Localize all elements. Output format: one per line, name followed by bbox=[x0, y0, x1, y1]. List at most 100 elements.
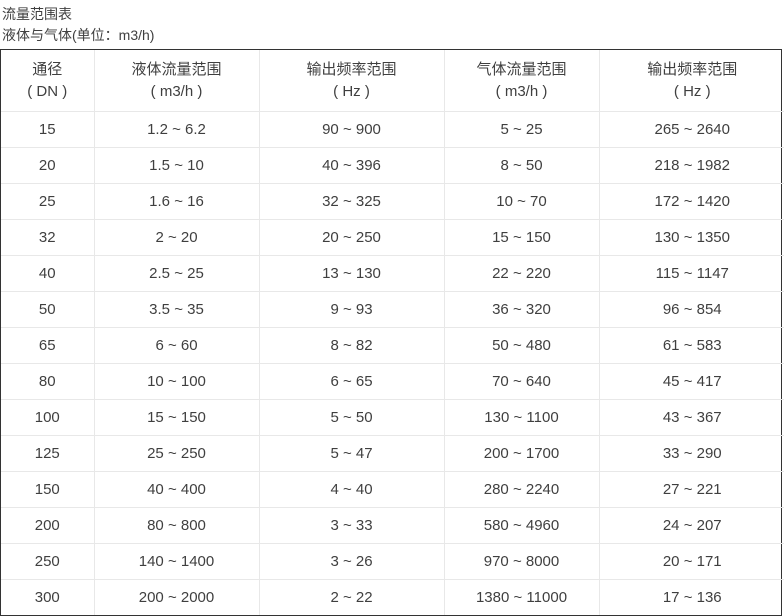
table-cell: 1.2 ~ 6.2 bbox=[94, 112, 259, 148]
column-header: 液体流量范围( m3/h ) bbox=[94, 50, 259, 112]
table-cell: 20 ~ 250 bbox=[259, 220, 444, 256]
table-cell: 6 ~ 60 bbox=[94, 328, 259, 364]
table-cell: 150 bbox=[1, 472, 94, 508]
column-header-line1: 输出频率范围 bbox=[260, 59, 444, 81]
table-cell: 32 ~ 325 bbox=[259, 184, 444, 220]
table-cell: 200 ~ 1700 bbox=[444, 436, 599, 472]
table-cell: 125 bbox=[1, 436, 94, 472]
table-cell: 22 ~ 220 bbox=[444, 256, 599, 292]
page-title: 流量范围表 bbox=[2, 4, 784, 25]
table-cell: 36 ~ 320 bbox=[444, 292, 599, 328]
table-cell: 61 ~ 583 bbox=[599, 328, 784, 364]
page-subtitle: 液体与气体(单位：m3/h) bbox=[2, 25, 784, 46]
table-cell: 130 ~ 1350 bbox=[599, 220, 784, 256]
table-cell: 6 ~ 65 bbox=[259, 364, 444, 400]
table-cell: 13 ~ 130 bbox=[259, 256, 444, 292]
table-cell: 5 ~ 25 bbox=[444, 112, 599, 148]
table-cell: 80 bbox=[1, 364, 94, 400]
table-cell: 32 bbox=[1, 220, 94, 256]
column-header: 输出频率范围( Hz ) bbox=[599, 50, 784, 112]
table-cell: 2.5 ~ 25 bbox=[94, 256, 259, 292]
table-cell: 3 ~ 33 bbox=[259, 508, 444, 544]
flow-range-table-frame: 通径( DN )液体流量范围( m3/h )输出频率范围( Hz )气体流量范围… bbox=[0, 49, 782, 616]
table-cell: 65 bbox=[1, 328, 94, 364]
table-cell: 45 ~ 417 bbox=[599, 364, 784, 400]
table-cell: 1.5 ~ 10 bbox=[94, 148, 259, 184]
page-header: 流量范围表 液体与气体(单位：m3/h) bbox=[0, 0, 784, 46]
table-cell: 4 ~ 40 bbox=[259, 472, 444, 508]
table-cell: 96 ~ 854 bbox=[599, 292, 784, 328]
table-cell: 200 bbox=[1, 508, 94, 544]
table-cell: 33 ~ 290 bbox=[599, 436, 784, 472]
table-cell: 15 ~ 150 bbox=[444, 220, 599, 256]
column-header-line1: 通径 bbox=[1, 59, 94, 81]
table-cell: 8 ~ 82 bbox=[259, 328, 444, 364]
column-header-line2: ( Hz ) bbox=[600, 81, 784, 103]
column-header: 通径( DN ) bbox=[1, 50, 94, 112]
column-header-line2: ( Hz ) bbox=[260, 81, 444, 103]
table-cell: 130 ~ 1100 bbox=[444, 400, 599, 436]
table-cell: 40 bbox=[1, 256, 94, 292]
table-cell: 70 ~ 640 bbox=[444, 364, 599, 400]
table-cell: 8 ~ 50 bbox=[444, 148, 599, 184]
table-cell: 40 ~ 400 bbox=[94, 472, 259, 508]
table-cell: 250 bbox=[1, 544, 94, 580]
table-cell: 80 ~ 800 bbox=[94, 508, 259, 544]
table-cell: 970 ~ 8000 bbox=[444, 544, 599, 580]
table-cell: 10 ~ 100 bbox=[94, 364, 259, 400]
flow-range-table: 通径( DN )液体流量范围( m3/h )输出频率范围( Hz )气体流量范围… bbox=[1, 50, 784, 615]
table-cell: 25 bbox=[1, 184, 94, 220]
table-cell: 25 ~ 250 bbox=[94, 436, 259, 472]
table-cell: 27 ~ 221 bbox=[599, 472, 784, 508]
column-header-line2: ( m3/h ) bbox=[95, 81, 259, 103]
table-cell: 20 bbox=[1, 148, 94, 184]
table-cell: 100 bbox=[1, 400, 94, 436]
table-cell: 24 ~ 207 bbox=[599, 508, 784, 544]
table-cell: 40 ~ 396 bbox=[259, 148, 444, 184]
table-cell: 15 ~ 150 bbox=[94, 400, 259, 436]
table-cell: 10 ~ 70 bbox=[444, 184, 599, 220]
table-cell: 50 bbox=[1, 292, 94, 328]
table-cell: 2 ~ 20 bbox=[94, 220, 259, 256]
table-cell: 115 ~ 1147 bbox=[599, 256, 784, 292]
table-cell: 50 ~ 480 bbox=[444, 328, 599, 364]
table-cell: 172 ~ 1420 bbox=[599, 184, 784, 220]
column-header: 气体流量范围( m3/h ) bbox=[444, 50, 599, 112]
header-row: 通径( DN )液体流量范围( m3/h )输出频率范围( Hz )气体流量范围… bbox=[1, 50, 784, 112]
column-header-line2: ( m3/h ) bbox=[445, 81, 599, 103]
table-cell: 5 ~ 47 bbox=[259, 436, 444, 472]
table-cell: 580 ~ 4960 bbox=[444, 508, 599, 544]
table-cell: 20 ~ 171 bbox=[599, 544, 784, 580]
column-header: 输出频率范围( Hz ) bbox=[259, 50, 444, 112]
table-cell: 218 ~ 1982 bbox=[599, 148, 784, 184]
table-cell: 1.6 ~ 16 bbox=[94, 184, 259, 220]
table-cell: 265 ~ 2640 bbox=[599, 112, 784, 148]
table-cell: 9 ~ 93 bbox=[259, 292, 444, 328]
table-cell: 43 ~ 367 bbox=[599, 400, 784, 436]
table-cell: 3.5 ~ 35 bbox=[94, 292, 259, 328]
table-cell: 3 ~ 26 bbox=[259, 544, 444, 580]
table-cell: 140 ~ 1400 bbox=[94, 544, 259, 580]
column-header-line1: 液体流量范围 bbox=[95, 59, 259, 81]
table-header: 通径( DN )液体流量范围( m3/h )输出频率范围( Hz )气体流量范围… bbox=[1, 50, 784, 112]
column-header-line1: 输出频率范围 bbox=[600, 59, 784, 81]
table-cell: 5 ~ 50 bbox=[259, 400, 444, 436]
table-cell: 15 bbox=[1, 112, 94, 148]
column-header-line1: 气体流量范围 bbox=[445, 59, 599, 81]
column-header-line2: ( DN ) bbox=[1, 81, 94, 103]
table-cell: 90 ~ 900 bbox=[259, 112, 444, 148]
